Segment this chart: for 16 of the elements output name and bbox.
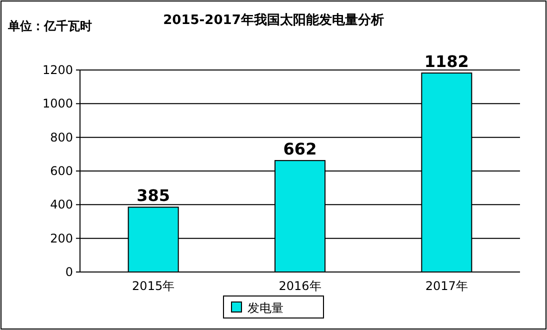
y-tick-label: 1000 bbox=[42, 96, 73, 111]
chart-title: 2015-2017年我国太阳能发电量分析 bbox=[163, 12, 384, 28]
y-tick-label: 1200 bbox=[42, 63, 73, 77]
y-tick-label: 400 bbox=[50, 198, 73, 212]
y-tick-label: 800 bbox=[50, 130, 73, 144]
legend-label: 发电量 bbox=[248, 301, 284, 315]
y-tick-label: 600 bbox=[50, 164, 73, 178]
x-tick-label: 2015年 bbox=[132, 279, 175, 293]
x-tick-label: 2017年 bbox=[425, 279, 468, 293]
x-tick-label: 2016年 bbox=[278, 279, 322, 293]
data-label: 385 bbox=[136, 186, 170, 206]
y-tick-label: 200 bbox=[50, 231, 73, 246]
y-tick-label: 0 bbox=[65, 265, 73, 279]
y-axis-title: 单位：亿千瓦时 bbox=[7, 19, 92, 33]
data-label: 1182 bbox=[424, 52, 469, 72]
data-label: 662 bbox=[283, 140, 317, 159]
